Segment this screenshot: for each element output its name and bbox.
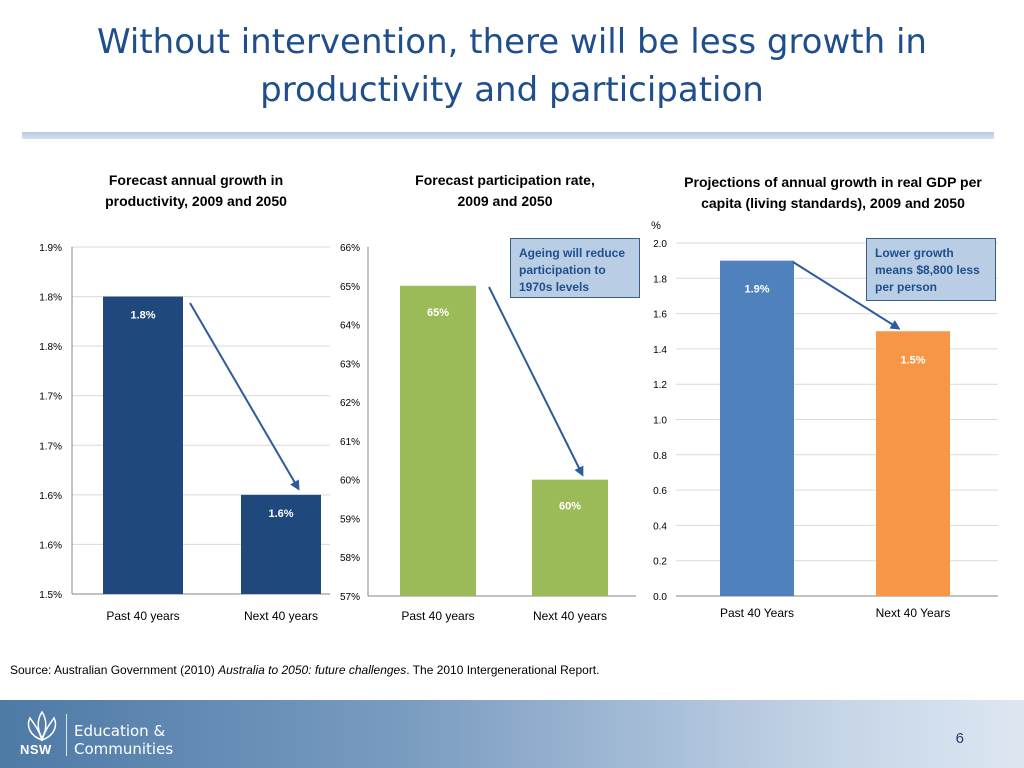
y-tick-label-3-8: 1.6 <box>653 310 667 321</box>
category-label-2-1: Past 40 years <box>401 609 474 623</box>
trend-arrow-2 <box>488 286 584 477</box>
data-label-3-2: 1.5% <box>900 354 925 366</box>
logo-line-1: Education & <box>74 722 166 740</box>
callout-participation: Ageing will reduce participation to 1970… <box>510 238 640 298</box>
y-tick-label-2-7: 64% <box>340 321 360 332</box>
category-label-3-1: Past 40 Years <box>720 606 794 620</box>
y-tick-label-2-2: 59% <box>340 514 360 525</box>
y-tick-label-2-0: 57% <box>340 592 360 603</box>
y-tick-label-1-6: 1.8% <box>39 293 62 304</box>
bar-2-2 <box>532 479 608 596</box>
data-label-3-1: 1.9% <box>744 284 769 296</box>
data-label-1-2: 1.6% <box>268 508 293 520</box>
y-tick-label-3-10: 2.0 <box>653 239 667 250</box>
title-divider <box>22 132 994 139</box>
y-tick-label-2-3: 60% <box>340 476 360 487</box>
logo-org: NSW <box>20 742 52 757</box>
data-label-2-2: 60% <box>559 501 581 513</box>
bar-1-1 <box>103 296 183 594</box>
charts-canvas: 1.5% 1.6% 1.6% 1.7% 1.7% 1.8% 1.8% 1.9% 1.8% Past… <box>39 220 998 623</box>
chart-3-title: Projections of annual growth in real GDP… <box>684 174 982 211</box>
category-label-3-2: Next 40 Years <box>876 606 951 620</box>
data-label-2-1: 65% <box>427 307 449 319</box>
y-tick-label-2-6: 63% <box>340 359 360 370</box>
y-tick-label-1-0: 1.5% <box>39 590 62 601</box>
chart-2-title: Forecast participation rate, 2009 and 20… <box>415 172 595 209</box>
trend-arrow-3 <box>792 261 901 330</box>
y-tick-label-2-1: 58% <box>340 553 360 564</box>
y-tick-label-1-4: 1.7% <box>39 392 62 403</box>
logo-line-2: Communities <box>74 740 174 758</box>
y-tick-label-3-0: 0.0 <box>653 592 667 603</box>
y-tick-label-3-9: 1.8 <box>653 274 667 285</box>
y-tick-label-3-5: 1.0 <box>653 416 667 427</box>
trend-arrow-1 <box>189 302 300 491</box>
y-tick-label-1-2: 1.6% <box>39 491 62 502</box>
nsw-logo: NSW Education & Communities <box>16 708 186 760</box>
category-label-1-2: Next 40 years <box>244 609 318 623</box>
y-axis-unit-3: % <box>651 220 661 232</box>
source-note: Source: Australian Government (2010) Aus… <box>10 663 600 677</box>
waratah-icon <box>27 710 57 742</box>
y-tick-label-3-6: 1.2 <box>653 380 667 391</box>
y-tick-label-2-8: 65% <box>340 282 360 293</box>
page-number: 6 <box>955 730 964 747</box>
y-tick-label-1-7: 1.9% <box>39 243 62 254</box>
category-label-2-2: Next 40 years <box>533 609 607 623</box>
y-tick-label-3-3: 0.6 <box>653 486 667 497</box>
category-label-1-1: Past 40 years <box>106 609 179 623</box>
callout-gdp: Lower growth means $8,800 less per perso… <box>866 238 996 301</box>
bar-1-2 <box>241 494 321 594</box>
logo-divider <box>66 714 67 756</box>
y-tick-label-3-1: 0.2 <box>653 557 667 568</box>
bar-3-2 <box>876 331 950 596</box>
y-tick-label-1-1: 1.6% <box>39 540 62 551</box>
y-tick-label-2-4: 61% <box>340 437 360 448</box>
y-tick-label-3-7: 1.4 <box>653 345 667 356</box>
data-label-1-1: 1.8% <box>130 310 155 322</box>
slide-title: Without intervention, there will be less… <box>97 22 927 110</box>
y-tick-label-2-9: 66% <box>340 243 360 254</box>
y-tick-label-3-4: 0.8 <box>653 451 667 462</box>
y-tick-label-1-5: 1.8% <box>39 342 62 353</box>
footer-bar: NSW Education & Communities 6 <box>0 700 1024 768</box>
y-tick-label-1-3: 1.7% <box>39 441 62 452</box>
chart-1-title: Forecast annual growth in productivity, … <box>105 172 287 209</box>
y-tick-label-2-5: 62% <box>340 398 360 409</box>
bar-3-1 <box>720 260 794 596</box>
bar-2-1 <box>400 285 476 596</box>
y-tick-label-3-2: 0.4 <box>653 521 667 532</box>
